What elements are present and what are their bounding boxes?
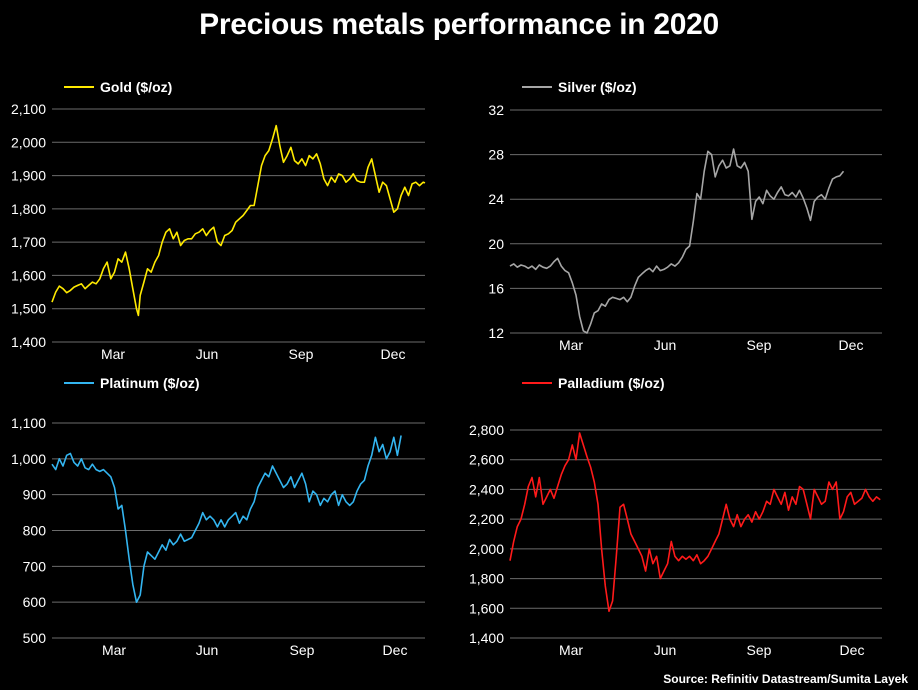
silver-y-tick-label: 32 bbox=[488, 102, 504, 118]
gold-y-tick-label: 2,100 bbox=[11, 101, 46, 117]
silver-y-tick-label: 24 bbox=[488, 191, 504, 207]
silver-y-tick-label: 20 bbox=[488, 236, 504, 252]
silver-y-tick-label: 12 bbox=[488, 325, 504, 341]
platinum-y-tick-label: 900 bbox=[23, 487, 47, 503]
gold-y-tick-label: 1,800 bbox=[11, 201, 46, 217]
gold-x-tick-label: Mar bbox=[101, 346, 125, 362]
palladium-x-tick-label: Jun bbox=[654, 642, 677, 658]
platinum-x-tick-label: Jun bbox=[196, 642, 219, 658]
platinum-x-tick-label: Dec bbox=[383, 642, 408, 658]
palladium-y-tick-label: 2,400 bbox=[469, 481, 504, 497]
palladium-chart: 1,400 1,600 1,800 2,000 2,200 2,400 2,600 2,800… bbox=[469, 375, 882, 658]
silver-legend-label: Silver ($/oz) bbox=[558, 79, 637, 95]
palladium-y-tick-label: 2,600 bbox=[469, 452, 504, 468]
silver-x-tick-label: Jun bbox=[654, 337, 677, 353]
silver-y-tick-label: 28 bbox=[488, 147, 504, 163]
palladium-y-tick-label: 2,200 bbox=[469, 511, 504, 527]
platinum-chart: 500 600 700 800 900 1,000 1,100 Mar Jun Sep Dec Pla… bbox=[11, 375, 425, 658]
silver-x-tick-label: Dec bbox=[839, 337, 864, 353]
gold-y-tick-label: 1,600 bbox=[11, 267, 46, 283]
palladium-y-tick-label: 1,400 bbox=[469, 630, 504, 646]
gold-y-tick-label: 1,900 bbox=[11, 168, 46, 184]
gold-y-tick-label: 1,700 bbox=[11, 234, 46, 250]
palladium-y-tick-label: 2,800 bbox=[469, 422, 504, 438]
platinum-y-tick-label: 700 bbox=[23, 558, 47, 574]
platinum-x-tick-label: Mar bbox=[102, 642, 126, 658]
gold-x-tick-label: Dec bbox=[381, 346, 406, 362]
silver-chart: 12 16 20 24 28 32 Mar Jun Sep Dec Silver ($/oz) bbox=[488, 79, 882, 353]
silver-y-tick-label: 16 bbox=[488, 280, 504, 296]
source-note: Source: Refinitiv Datastream/Sumita Laye… bbox=[663, 672, 908, 686]
gold-y-tick-label: 2,000 bbox=[11, 134, 46, 150]
gold-series-line bbox=[51, 124, 426, 317]
palladium-x-tick-label: Sep bbox=[747, 642, 772, 658]
silver-x-tick-label: Sep bbox=[747, 337, 772, 353]
gold-y-tick-label: 1,500 bbox=[11, 301, 46, 317]
platinum-legend-label: Platinum ($/oz) bbox=[100, 375, 200, 391]
palladium-y-tick-label: 2,000 bbox=[469, 541, 504, 557]
platinum-y-tick-label: 1,100 bbox=[11, 415, 46, 431]
platinum-series-line bbox=[51, 435, 402, 603]
silver-series-line bbox=[509, 148, 845, 334]
palladium-y-tick-label: 1,800 bbox=[469, 571, 504, 587]
platinum-y-tick-label: 1,000 bbox=[11, 451, 46, 467]
gold-y-tick-label: 1,400 bbox=[11, 334, 46, 350]
silver-x-tick-label: Mar bbox=[559, 337, 583, 353]
platinum-y-tick-label: 800 bbox=[23, 523, 47, 539]
platinum-x-tick-label: Sep bbox=[290, 642, 315, 658]
gold-legend-label: Gold ($/oz) bbox=[100, 79, 172, 95]
page-title: Precious metals performance in 2020 bbox=[199, 8, 719, 41]
gold-x-tick-label: Jun bbox=[196, 346, 219, 362]
palladium-legend-label: Palladium ($/oz) bbox=[558, 375, 665, 391]
palladium-series-line bbox=[509, 432, 881, 613]
platinum-y-tick-label: 600 bbox=[23, 594, 47, 610]
gold-chart: 1,400 1,500 1,600 1,700 1,800 1,900 2,000 2,100… bbox=[11, 79, 426, 362]
palladium-y-tick-label: 1,600 bbox=[469, 600, 504, 616]
palladium-x-tick-label: Dec bbox=[840, 642, 865, 658]
palladium-x-tick-label: Mar bbox=[559, 642, 583, 658]
platinum-y-tick-label: 500 bbox=[23, 630, 47, 646]
gold-x-tick-label: Sep bbox=[289, 346, 314, 362]
